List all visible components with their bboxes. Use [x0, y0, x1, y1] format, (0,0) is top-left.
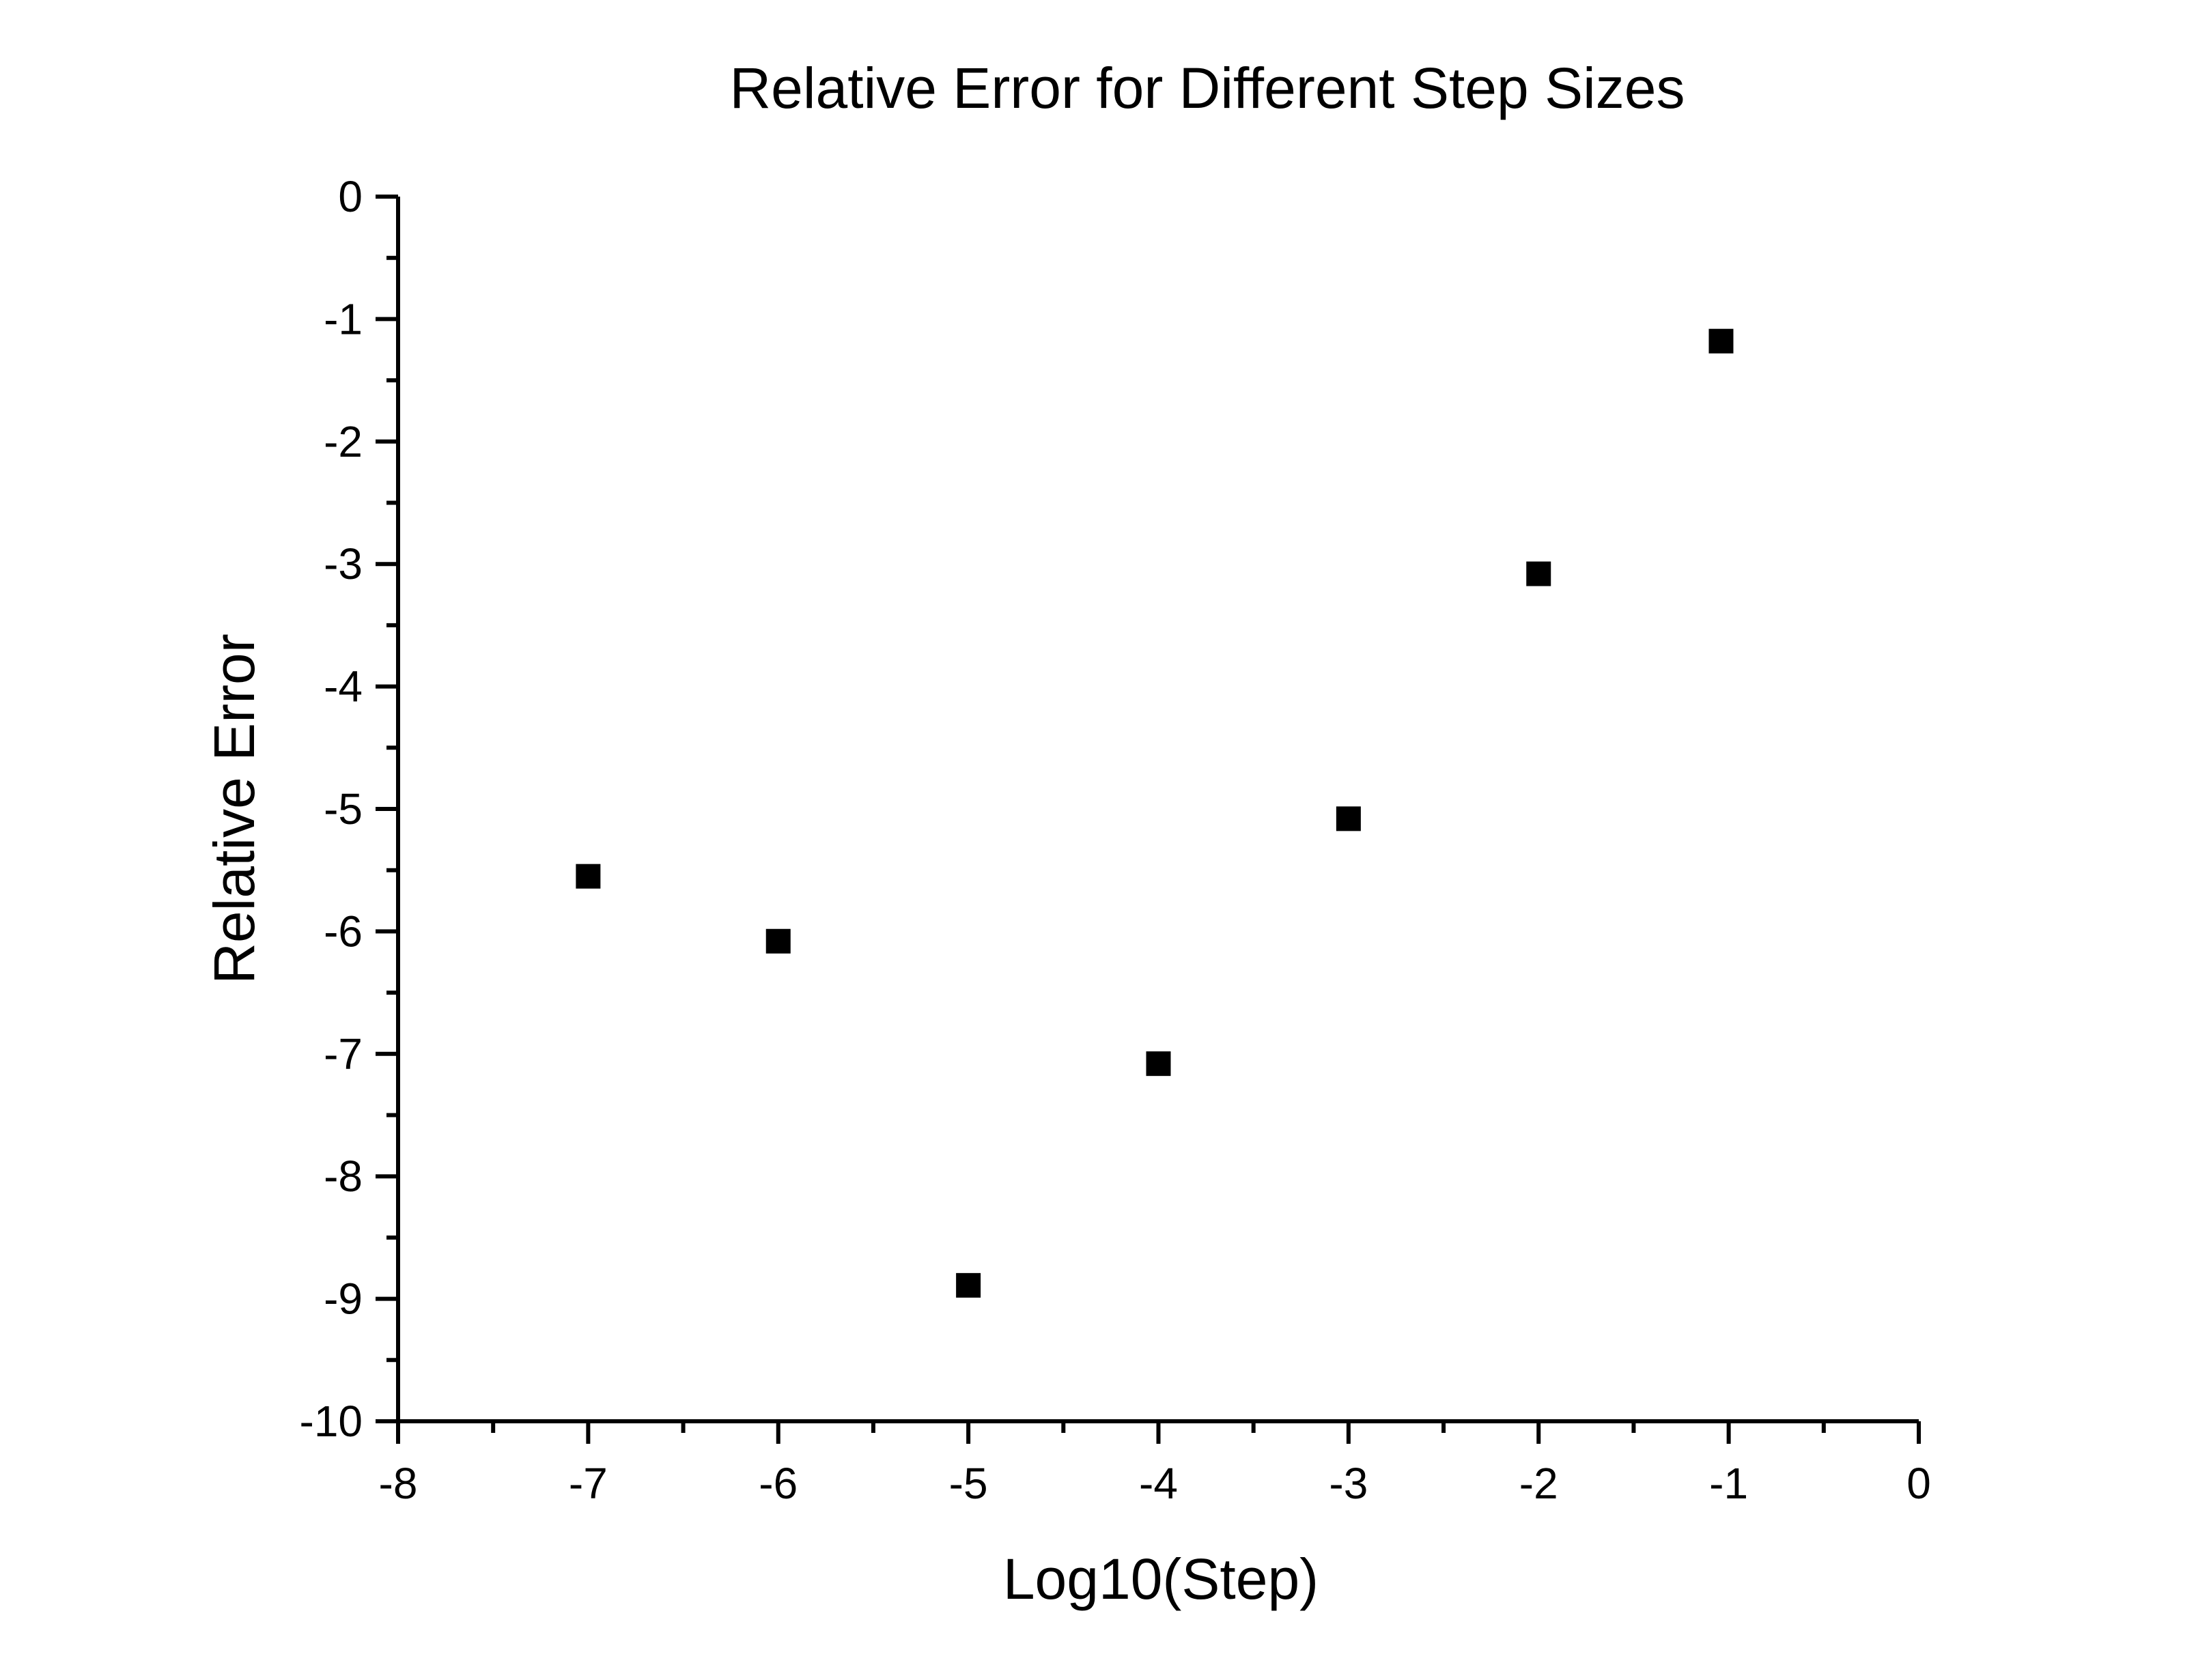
data-points — [576, 328, 1734, 1298]
x-tick-label: -3 — [1329, 1459, 1368, 1508]
x-tick-label: -4 — [1139, 1459, 1178, 1508]
y-tick-label: -1 — [324, 294, 363, 343]
data-point — [765, 928, 791, 954]
y-ticks: 0 -1 -2 -3 -4 -5 -6 -7 -8 -9 -10 — [300, 172, 398, 1446]
x-tick-label: -5 — [949, 1459, 988, 1508]
data-point — [1146, 1051, 1171, 1077]
x-tick-label: -2 — [1519, 1459, 1558, 1508]
y-tick-label: -10 — [300, 1397, 363, 1446]
y-tick-label: -4 — [324, 662, 363, 711]
y-tick-label: -8 — [324, 1152, 363, 1201]
x-tick-label: -7 — [569, 1459, 608, 1508]
y-tick-label: -3 — [324, 539, 363, 588]
chart-title: Relative Error for Different Step Sizes — [729, 56, 1685, 120]
data-point — [956, 1272, 981, 1298]
y-axis-label: Relative Error — [202, 633, 266, 984]
x-ticks: -8 -7 -6 -5 -4 -3 -2 -1 0 — [379, 1421, 1931, 1508]
x-tick-label: -8 — [379, 1459, 418, 1508]
data-point — [1526, 561, 1551, 586]
x-tick-label: 0 — [1906, 1459, 1931, 1508]
y-tick-label: -2 — [324, 417, 363, 466]
data-point — [576, 864, 601, 889]
y-tick-label: -9 — [324, 1275, 363, 1324]
x-axis-label: Log10(Step) — [1003, 1547, 1319, 1611]
y-tick-label: -5 — [324, 784, 363, 834]
y-tick-label: 0 — [338, 172, 363, 221]
y-tick-label: -7 — [324, 1029, 363, 1079]
y-tick-label: -6 — [324, 907, 363, 956]
x-tick-label: -6 — [759, 1459, 798, 1508]
data-point — [1708, 328, 1734, 354]
x-tick-label: -1 — [1709, 1459, 1748, 1508]
data-point — [1336, 806, 1361, 831]
